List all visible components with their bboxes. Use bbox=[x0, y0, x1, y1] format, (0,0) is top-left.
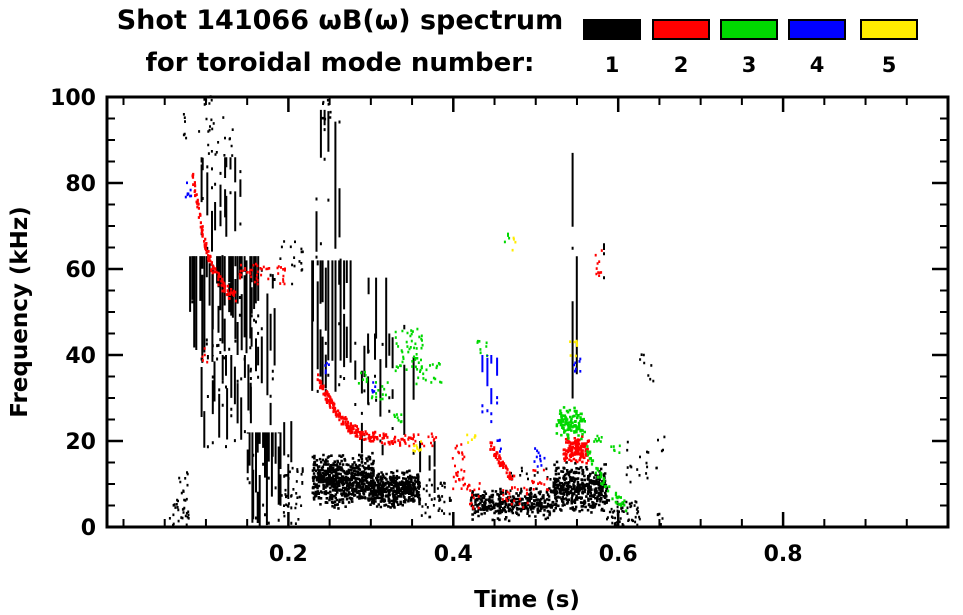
chart-title-line1: Shot 141066 ωB(ω) spectrum bbox=[116, 5, 564, 36]
y-tick-label: 100 bbox=[50, 86, 96, 111]
legend-label-mode-3: 3 bbox=[741, 53, 757, 77]
legend-label-mode-1: 1 bbox=[604, 53, 620, 77]
x-tick-label: 0.2 bbox=[269, 542, 308, 567]
legend-label-mode-5: 5 bbox=[881, 53, 897, 77]
legend-swatch-mode-3 bbox=[720, 19, 778, 40]
legend-label-mode-4: 4 bbox=[809, 53, 825, 77]
x-tick-label: 0.6 bbox=[599, 542, 638, 567]
chart-title-line2: for toroidal mode number: bbox=[145, 48, 535, 78]
y-tick-label: 80 bbox=[65, 172, 96, 197]
legend-swatch-mode-4 bbox=[788, 19, 846, 40]
y-tick-label: 0 bbox=[81, 516, 96, 541]
points-mode-1 bbox=[168, 95, 666, 528]
y-tick-label: 40 bbox=[65, 344, 96, 369]
y-tick-label: 20 bbox=[65, 430, 96, 455]
x-tick-label: 0.4 bbox=[434, 542, 473, 567]
y-axis-title: Frequency (kHz) bbox=[7, 206, 33, 418]
legend-swatch-mode-1 bbox=[583, 19, 641, 40]
points-mode-3 bbox=[357, 232, 628, 513]
legend-label-mode-2: 2 bbox=[673, 53, 689, 77]
legend-swatch-mode-2 bbox=[652, 19, 710, 40]
y-tick-label: 60 bbox=[65, 258, 96, 283]
legend-swatch-mode-5 bbox=[860, 19, 918, 40]
points-mode-5 bbox=[412, 236, 579, 453]
x-tick-label: 0.8 bbox=[764, 542, 803, 567]
x-axis-title: Time (s) bbox=[474, 587, 580, 613]
